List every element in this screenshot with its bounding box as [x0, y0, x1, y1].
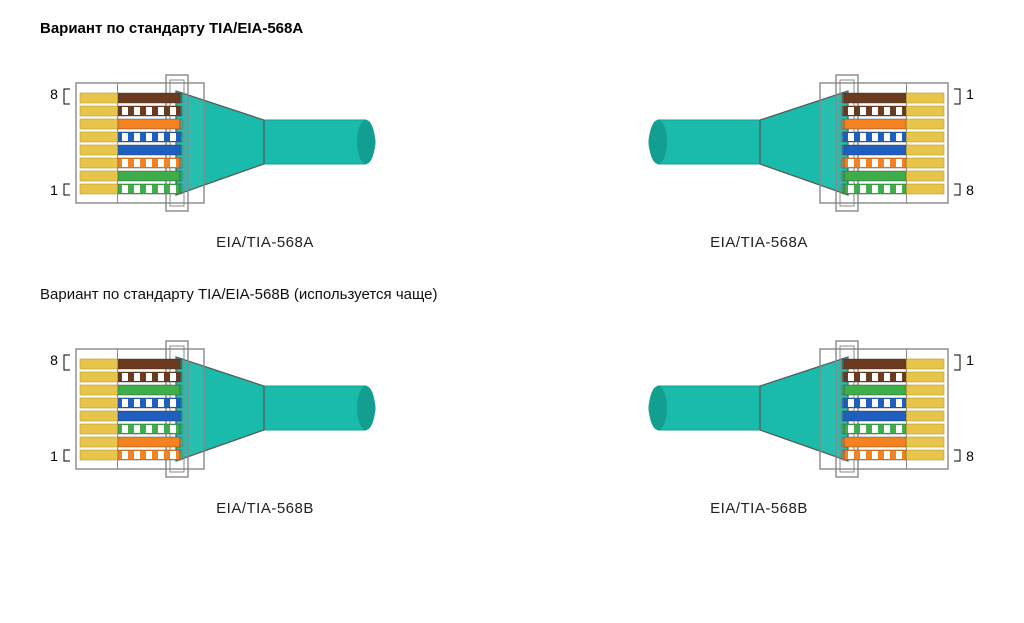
connector-568a-left: 81 EIA/TIA-568A — [50, 67, 480, 251]
heading-568a: Вариант по стандарту TIA/EIA-568A — [40, 20, 984, 37]
connector-568a-right: 18 EIA/TIA-568A — [544, 67, 974, 251]
label-568a-right: EIA/TIA-568A — [710, 234, 808, 251]
pin-number: 1 — [966, 86, 974, 102]
rj45-connector-diagram: 18 — [544, 333, 974, 483]
rj45-connector-diagram: 81 — [50, 333, 480, 483]
pin-number: 8 — [50, 352, 58, 368]
pin-number: 1 — [966, 352, 974, 368]
label-568b-left: EIA/TIA-568B — [216, 500, 314, 517]
pin-number: 1 — [50, 182, 58, 198]
heading-568b: Вариант по стандарту TIA/EIA-568B (испол… — [40, 286, 984, 303]
label-568b-right: EIA/TIA-568B — [710, 500, 808, 517]
label-568a-left: EIA/TIA-568A — [216, 234, 314, 251]
connector-568b-right: 18 EIA/TIA-568B — [544, 333, 974, 517]
pin-number: 8 — [50, 86, 58, 102]
row-568a: 81 EIA/TIA-568A 18 EIA/TIA-568A — [40, 67, 984, 251]
rj45-connector-diagram: 81 — [50, 67, 480, 217]
pin-number: 1 — [50, 448, 58, 464]
rj45-connector-diagram: 18 — [544, 67, 974, 217]
row-568b: 81 EIA/TIA-568B 18 EIA/TIA-568B — [40, 333, 984, 517]
pin-number: 8 — [966, 182, 974, 198]
pin-number: 8 — [966, 448, 974, 464]
connector-568b-left: 81 EIA/TIA-568B — [50, 333, 480, 517]
